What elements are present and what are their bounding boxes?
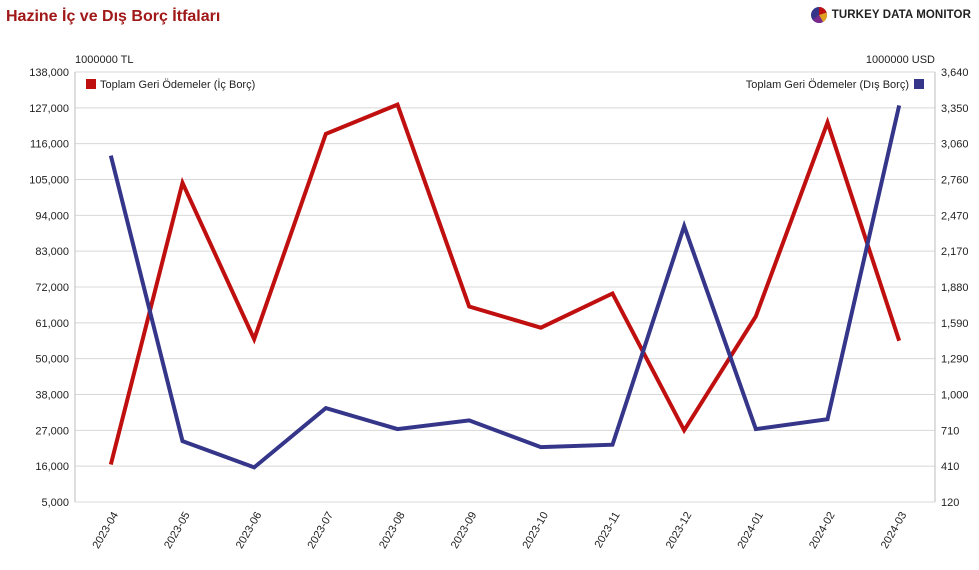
left-axis-unit: 1000000 TL (75, 54, 134, 66)
x-tick-label: 2024-02 (807, 510, 838, 551)
legend: Toplam Geri Ödemeler (İç Borç) Toplam Ger… (86, 78, 924, 91)
left-tick-label: 16,000 (35, 461, 69, 473)
x-tick-label: 2024-03 (879, 510, 910, 551)
legend-label-external: Toplam Geri Ödemeler (Dış Borç) (746, 79, 909, 91)
brand-logo: TURKEY DATA MONITOR (810, 6, 971, 24)
left-tick-label: 105,000 (29, 175, 69, 187)
right-axis-unit: 1000000 USD (866, 54, 935, 66)
gridlines (75, 71, 935, 503)
x-tick-label: 2023-09 (449, 510, 480, 551)
right-tick-label: 1,880 (941, 282, 969, 294)
axes (74, 72, 936, 502)
right-tick-label: 1,290 (941, 354, 969, 366)
right-tick-label: 710 (941, 425, 959, 437)
left-tick-label: 83,000 (35, 246, 69, 258)
x-tick-label: 2023-06 (234, 510, 265, 551)
right-axis-tick-labels: 120 410 710 1,000 1,290 1,590 1,880 2,170 2,470 2… (941, 67, 969, 509)
left-tick-label: 127,000 (29, 103, 69, 115)
left-axis-tick-labels: 5,000 16,000 27,000 38,000 50,000 61,000 72,00… (29, 67, 69, 509)
legend-swatch-domestic (86, 79, 96, 89)
x-axis-tick-labels: 2023-04 2023-05 2023-06 2023-07 2023-08 2023-… (90, 510, 909, 551)
x-tick-label: 2023-12 (664, 510, 695, 551)
right-tick-label: 3,350 (941, 103, 969, 115)
right-tick-label: 2,170 (941, 246, 969, 258)
left-tick-label: 94,000 (35, 210, 69, 222)
left-tick-label: 61,000 (35, 318, 69, 330)
left-tick-label: 5,000 (41, 497, 69, 509)
x-tick-label: 2024-01 (735, 510, 766, 551)
brand-name: TURKEY DATA MONITOR (831, 9, 971, 21)
left-tick-label: 38,000 (35, 390, 69, 402)
x-tick-label: 2023-11 (593, 510, 623, 550)
x-tick-label: 2023-10 (520, 510, 551, 551)
right-tick-label: 410 (941, 461, 959, 473)
series-line-external (108, 104, 902, 470)
legend-swatch-external (914, 79, 924, 89)
series-line-domestic (108, 101, 902, 465)
legend-label-domestic: Toplam Geri Ödemeler (İç Borç) (100, 78, 255, 91)
right-tick-label: 1,000 (941, 390, 969, 402)
right-tick-label: 2,760 (941, 175, 969, 187)
left-tick-label: 116,000 (30, 139, 69, 151)
right-tick-label: 2,470 (941, 210, 969, 222)
left-tick-label: 50,000 (35, 354, 69, 366)
right-tick-label: 3,060 (941, 139, 969, 151)
x-tick-label: 2023-04 (90, 510, 121, 551)
x-tick-label: 2023-07 (305, 510, 336, 551)
left-tick-label: 138,000 (29, 67, 69, 79)
left-tick-label: 72,000 (35, 282, 69, 294)
pie-logo-icon (810, 7, 827, 23)
x-tick-label: 2023-08 (377, 510, 408, 551)
right-tick-label: 120 (941, 497, 959, 509)
x-tick-label: 2023-05 (162, 510, 193, 551)
chart-title: Hazine İç ve Dış Borç İtfaları (6, 8, 221, 25)
left-tick-label: 27,000 (35, 425, 69, 437)
series-lines (108, 101, 902, 470)
right-tick-label: 3,640 (941, 67, 969, 79)
right-tick-label: 1,590 (941, 318, 969, 330)
